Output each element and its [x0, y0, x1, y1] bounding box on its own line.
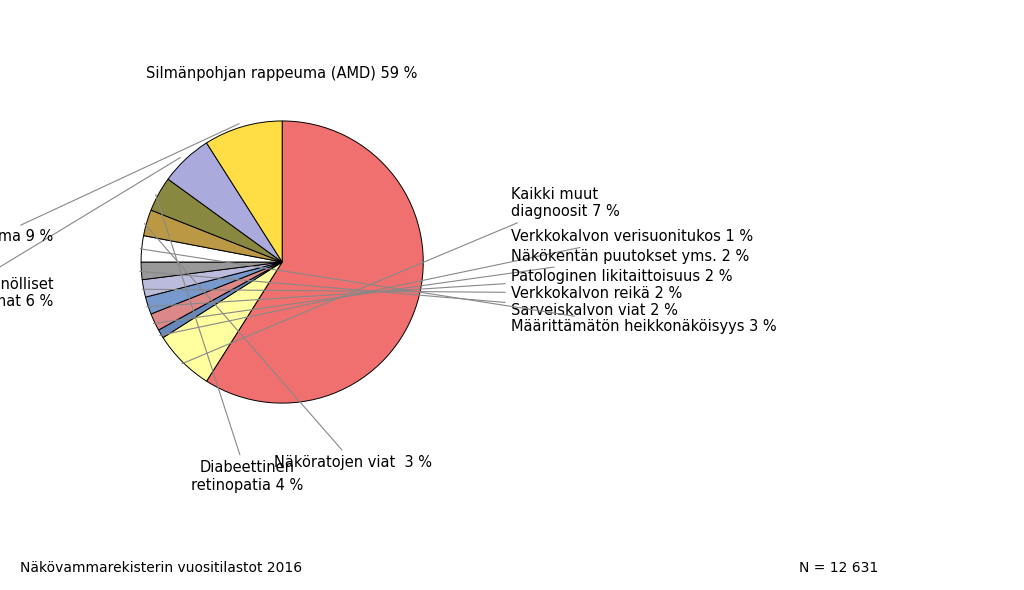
- Text: Patologinen likitaittoisuus 2 %: Patologinen likitaittoisuus 2 %: [146, 268, 732, 307]
- Wedge shape: [207, 121, 283, 262]
- Text: Näkökentän puutokset yms. 2 %: Näkökentän puutokset yms. 2 %: [154, 249, 749, 323]
- Wedge shape: [163, 262, 283, 381]
- Text: Määrittämätön heikkonäköisyys 3 %: Määrittämätön heikkonäköisyys 3 %: [140, 249, 776, 335]
- Wedge shape: [141, 235, 283, 262]
- Wedge shape: [143, 210, 283, 262]
- Text: Verkkokalvon verisuonitukos 1 %: Verkkokalvon verisuonitukos 1 %: [160, 229, 753, 336]
- Text: N = 12 631: N = 12 631: [799, 561, 878, 575]
- Wedge shape: [207, 121, 423, 403]
- Text: Näkövammarekisterin vuositilastot 2016: Näkövammarekisterin vuositilastot 2016: [20, 561, 303, 575]
- Text: Silmänpohjan rappeuma (AMD) 59 %: Silmänpohjan rappeuma (AMD) 59 %: [146, 67, 418, 81]
- Text: Näköratojen viat  3 %: Näköratojen viat 3 %: [144, 224, 432, 470]
- Text: Verkkokalvon reikä 2 %: Verkkokalvon reikä 2 %: [142, 286, 682, 300]
- Text: Diabeettinen
retinopatia 4 %: Diabeettinen retinopatia 4 %: [156, 195, 303, 493]
- Wedge shape: [159, 262, 283, 337]
- Text: Sarveiskalvon viat 2 %: Sarveiskalvon viat 2 %: [140, 271, 678, 317]
- Wedge shape: [142, 262, 283, 297]
- Text: Kaikki muut
diagnoosit 7 %: Kaikki muut diagnoosit 7 %: [182, 186, 620, 363]
- Wedge shape: [168, 143, 283, 262]
- Wedge shape: [151, 179, 283, 262]
- Text: Verkkokalvon perinnölliset
rappeumat 6 %: Verkkokalvon perinnölliset rappeumat 6 %: [0, 158, 180, 309]
- Wedge shape: [141, 262, 283, 280]
- Wedge shape: [145, 262, 283, 314]
- Text: Glaukooma 9 %: Glaukooma 9 %: [0, 124, 240, 244]
- Wedge shape: [151, 262, 283, 330]
